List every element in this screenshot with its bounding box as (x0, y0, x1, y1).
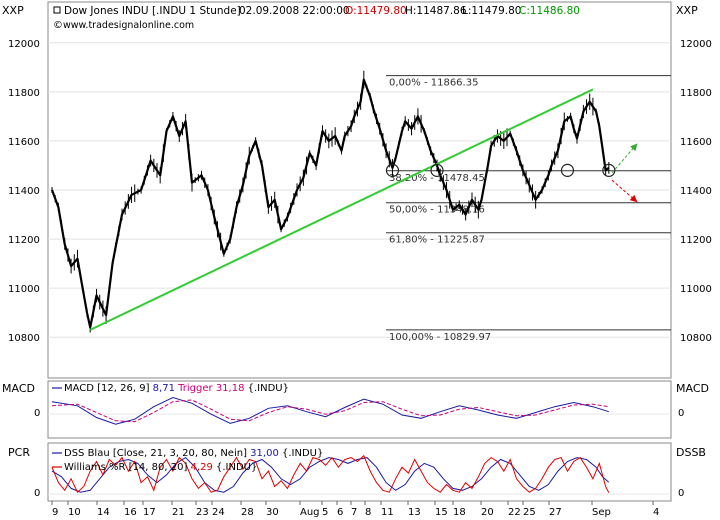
dss-legend-value: 31,00 (250, 448, 279, 459)
touch-marker (430, 163, 444, 177)
osc-williams-r-line (51, 454, 610, 494)
header-open: O:11479.80 (345, 5, 407, 17)
header-high: H:11487.86 (405, 5, 467, 17)
x-tick-label: Sep (592, 507, 611, 518)
y-tick-label-right: 11800 (680, 88, 712, 99)
pcr-side-label: PCR (8, 446, 30, 459)
x-tick-label: 28 (241, 507, 254, 518)
osc-dss-blau-line (51, 456, 610, 493)
macd-legend-suffix: {.INDU} (248, 383, 289, 394)
xxp-left-label: XXP (2, 4, 24, 17)
macd-right-label: MACD (676, 382, 709, 395)
x-tick-label: 7 (351, 507, 357, 518)
y-tick-label-left: 11800 (8, 88, 40, 99)
macd-trigger-label: Trigger (177, 383, 213, 394)
macd-legend: MACD [12, 26, 9] 8,71 Trigger 31,18 {.IN… (64, 383, 289, 394)
y-tick-label-left: 11200 (8, 235, 40, 246)
x-tick-label: 27 (549, 507, 562, 518)
macd-zero-left: 0 (34, 408, 40, 419)
symbol-icon (53, 6, 61, 14)
macd-panel (47, 380, 672, 439)
symbol-title: Dow Jones INDU [.INDU 1 Stunde] (64, 5, 241, 17)
y-tick-label-right: 10800 (680, 333, 712, 344)
x-tick-label: 21 (172, 507, 185, 518)
wr-legend-suffix: {.INDU} (216, 462, 257, 473)
x-tick-label: 6 (337, 507, 343, 518)
wr-legend-name: Williams %R [14, 80, 20] (64, 462, 187, 473)
dss-legend-name: DSS Blau [Close, 21, 3, 20, 80, Nein] (64, 448, 247, 459)
y-tick-label-left: 11000 (8, 284, 40, 295)
x-tick-label: 8 (365, 507, 371, 518)
y-tick-label-right: 11000 (680, 284, 712, 295)
macd-trigger-line (51, 399, 609, 423)
header-datetime: 02.09.2008 22:00:00 (239, 5, 350, 17)
osc-zero-right: 0 (678, 488, 684, 499)
x-tick-label: 24 (212, 507, 225, 518)
fib-label: 100,00% - 10829.97 (389, 332, 491, 343)
touch-marker (560, 163, 575, 177)
x-tick-label: 13 (408, 507, 421, 518)
y-tick-label-right: 12000 (680, 39, 712, 50)
header-close: C:11486.80 (519, 5, 580, 17)
wr-legend-value: 4,29 (191, 462, 213, 473)
fib-label: 0,00% - 11866.35 (389, 78, 478, 89)
macd-zero-right: 0 (678, 408, 684, 419)
header-low: L:11479.80 (462, 5, 522, 17)
y-tick-label-right: 11600 (680, 137, 712, 148)
x-tick-label: 22 (508, 507, 521, 518)
touch-marker (602, 163, 616, 177)
x-tick-label: 16 (124, 507, 137, 518)
wr-legend: Williams %R [14, 80, 20] 4,29 {.INDU} (64, 462, 257, 473)
x-tick-label: 4 (653, 507, 659, 518)
macd-side-label: MACD (2, 382, 35, 395)
dss-legend: DSS Blau [Close, 21, 3, 20, 80, Nein] 31… (64, 448, 323, 459)
x-tick-label: 10 (68, 507, 81, 518)
dssb-right-label: DSSB (676, 446, 706, 459)
y-tick-label-left: 10800 (8, 333, 40, 344)
y-tick-label-right: 11400 (680, 186, 712, 197)
fib-label: 50,00% - 11348.16 (389, 205, 485, 216)
macd-legend-name: MACD [12, 26, 9] (64, 383, 150, 394)
y-tick-label-left: 11600 (8, 137, 40, 148)
arrow-down-line (611, 179, 638, 203)
trendline (89, 88, 594, 331)
price-series (50, 78, 610, 329)
arrow-down-icon (629, 194, 638, 203)
x-tick-label: Aug (300, 507, 320, 518)
fib-label: 38,20% - 11478.45 (389, 173, 485, 184)
x-tick-label: 9 (52, 507, 58, 518)
x-tick-label: 14 (97, 507, 110, 518)
x-tick-label: 17 (143, 507, 156, 518)
touch-marker (385, 163, 400, 177)
copyright-icon: © (53, 20, 63, 31)
x-tick-label: 5 (322, 507, 328, 518)
x-tick-label: 25 (523, 507, 536, 518)
x-tick-label: 30 (266, 507, 279, 518)
x-tick-label: 20 (481, 507, 494, 518)
macd-trigger-value: 31,18 (216, 383, 245, 394)
x-tick-label: 23 (196, 507, 209, 518)
x-tick-label: 11 (381, 507, 394, 518)
osc-zero-left: 0 (34, 488, 40, 499)
x-tick-label: 18 (453, 507, 466, 518)
macd-macd-line (51, 396, 609, 425)
source-url: www.tradesignalonline.com (63, 20, 194, 31)
arrow-up-icon (630, 143, 638, 152)
macd-legend-value: 8,71 (153, 383, 175, 394)
xxp-right-label: XXP (676, 4, 698, 17)
y-tick-label-right: 11200 (680, 235, 712, 246)
x-tick-label: 15 (435, 507, 448, 518)
y-tick-label-left: 11400 (8, 186, 40, 197)
fib-label: 61,80% - 11225.87 (389, 235, 485, 246)
oscillator-panel (47, 442, 672, 502)
y-tick-label-left: 12000 (8, 39, 40, 50)
dss-legend-suffix: {.INDU} (282, 448, 323, 459)
